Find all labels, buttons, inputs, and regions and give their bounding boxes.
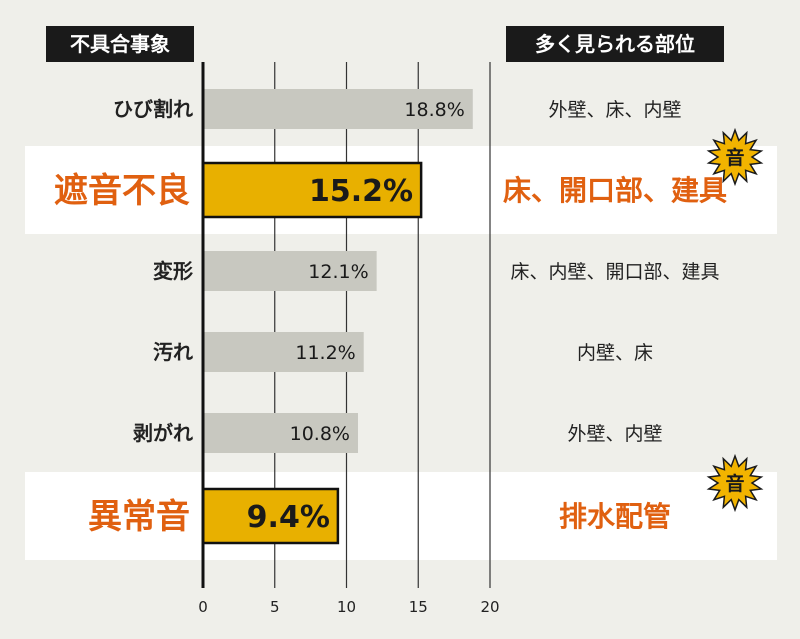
bars [201,89,473,545]
bar [203,413,358,453]
category-label: 遮音不良 [54,171,190,211]
category-label: 剥がれ [133,421,193,445]
bar [203,332,364,372]
bar [201,487,340,545]
x-tick-labels: 0 5 10 15 20 [198,598,499,616]
location-label: 排水配管 [559,500,671,533]
location-label: 床、内壁、開口部、建具 [510,261,719,283]
sound-badge-icon [706,453,764,513]
value-label: 9.4% [247,500,330,535]
highlight-band [25,472,777,560]
x-tick-label: 10 [337,598,356,616]
sound-badge-label: 音 [725,472,744,495]
left-header-box [46,26,194,62]
x-tick-label: 5 [270,598,280,616]
location-label: 外壁、床、内壁 [548,99,681,121]
left-header: 不具合事象 [70,32,170,56]
location-label: 内壁、床 [577,342,653,364]
sound-badge-icon [706,127,764,187]
x-tick-label: 20 [480,598,499,616]
bar [203,89,473,129]
value-label: 15.2% [309,174,413,209]
value-label: 18.8% [404,99,464,121]
category-label: ひび割れ [113,97,193,121]
sound-badge-label: 音 [725,146,744,169]
x-tick-label: 15 [409,598,428,616]
category-label: 異常音 [88,497,190,537]
value-label: 11.2% [295,342,355,364]
sound-badges: 音音 [706,127,764,513]
x-tick-label: 0 [198,598,208,616]
location-label: 外壁、内壁 [567,423,662,445]
location-label: 床、開口部、建具 [503,174,727,207]
right-header: 多く見られる部位 [535,32,695,56]
value-label: 12.1% [308,261,368,283]
highlight-bands [25,146,777,560]
category-label: 変形 [153,259,193,283]
category-label: 汚れ [153,340,193,364]
right-header-box [506,26,724,62]
value-label: 10.8% [290,423,350,445]
bar [201,161,423,219]
bar [203,251,377,291]
value-labels: 18.8% 15.2% 12.1% 11.2% 10.8% 9.4% [247,99,465,535]
